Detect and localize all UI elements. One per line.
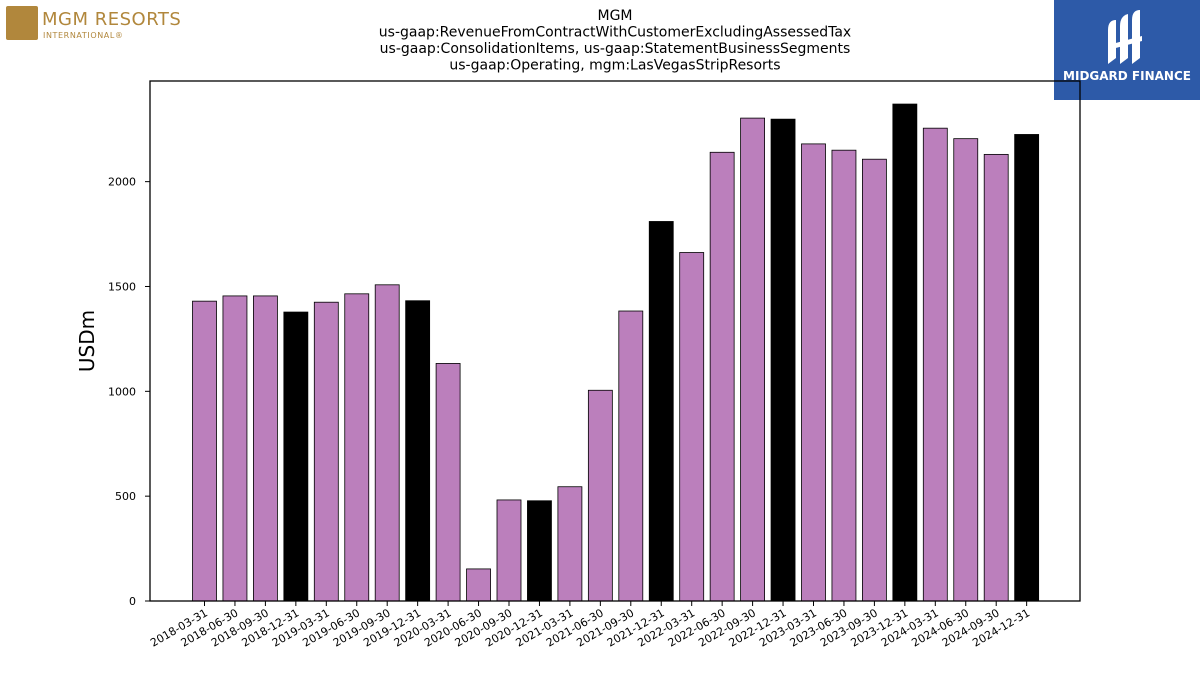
bar xyxy=(557,486,583,602)
midgard-emblem-icon xyxy=(1108,10,1142,64)
bar xyxy=(283,311,309,602)
bar xyxy=(983,153,1009,602)
bar xyxy=(770,118,796,602)
bar xyxy=(831,149,857,602)
mgm-resorts-logo: MGM RESORTS INTERNATIONAL® xyxy=(4,4,204,44)
bar xyxy=(679,252,705,602)
y-axis-label: USDm xyxy=(75,310,99,372)
mgm-logo-sub: INTERNATIONAL® xyxy=(43,31,124,40)
bar xyxy=(618,310,644,602)
mgm-logo-brand: MGM RESORTS xyxy=(42,9,182,30)
bar xyxy=(313,301,339,602)
bar xyxy=(435,363,461,602)
y-tick-label: 500 xyxy=(115,490,136,503)
bar xyxy=(466,568,491,602)
bar xyxy=(496,499,522,602)
chart-title-line: us-gaap:RevenueFromContractWithCustomerE… xyxy=(379,25,851,41)
bar xyxy=(252,295,278,602)
y-tick-label: 1500 xyxy=(108,280,136,293)
bar xyxy=(527,500,552,602)
mgm-lion-icon xyxy=(6,6,38,40)
bar xyxy=(892,103,918,602)
bar xyxy=(374,284,400,602)
y-tick-label: 1000 xyxy=(108,385,136,398)
bar xyxy=(344,293,370,602)
bar xyxy=(740,117,765,602)
bar xyxy=(648,221,674,602)
bar xyxy=(953,138,979,602)
midgard-finance-logo: MIDGARD FINANCE xyxy=(1054,0,1200,100)
chart-title-line: us-gaap:Operating, mgm:LasVegasStripReso… xyxy=(449,58,780,74)
bar xyxy=(922,127,948,602)
bar xyxy=(801,143,826,602)
bar xyxy=(862,158,887,602)
bar xyxy=(587,389,613,602)
bar xyxy=(1014,134,1040,602)
bar xyxy=(709,151,735,602)
midgard-logo-text: MIDGARD FINANCE xyxy=(1063,69,1191,83)
bar xyxy=(222,295,248,602)
y-axis: 0 500 1000 1500 2000 xyxy=(108,176,150,608)
chart-title-line: MGM xyxy=(597,8,632,24)
chart-title: MGMus-gaap:RevenueFromContractWithCustom… xyxy=(379,8,851,74)
y-tick-label: 2000 xyxy=(108,176,136,189)
bar xyxy=(405,300,431,602)
bar xyxy=(192,300,217,602)
chart-title-line: us-gaap:ConsolidationItems, us-gaap:Stat… xyxy=(380,41,851,57)
y-tick-label: 0 xyxy=(129,595,136,608)
plot-frame xyxy=(149,80,1081,602)
bar-series xyxy=(192,103,1040,602)
x-axis: 2018-03-312018-06-302018-09-302018-12-31… xyxy=(148,601,1032,650)
